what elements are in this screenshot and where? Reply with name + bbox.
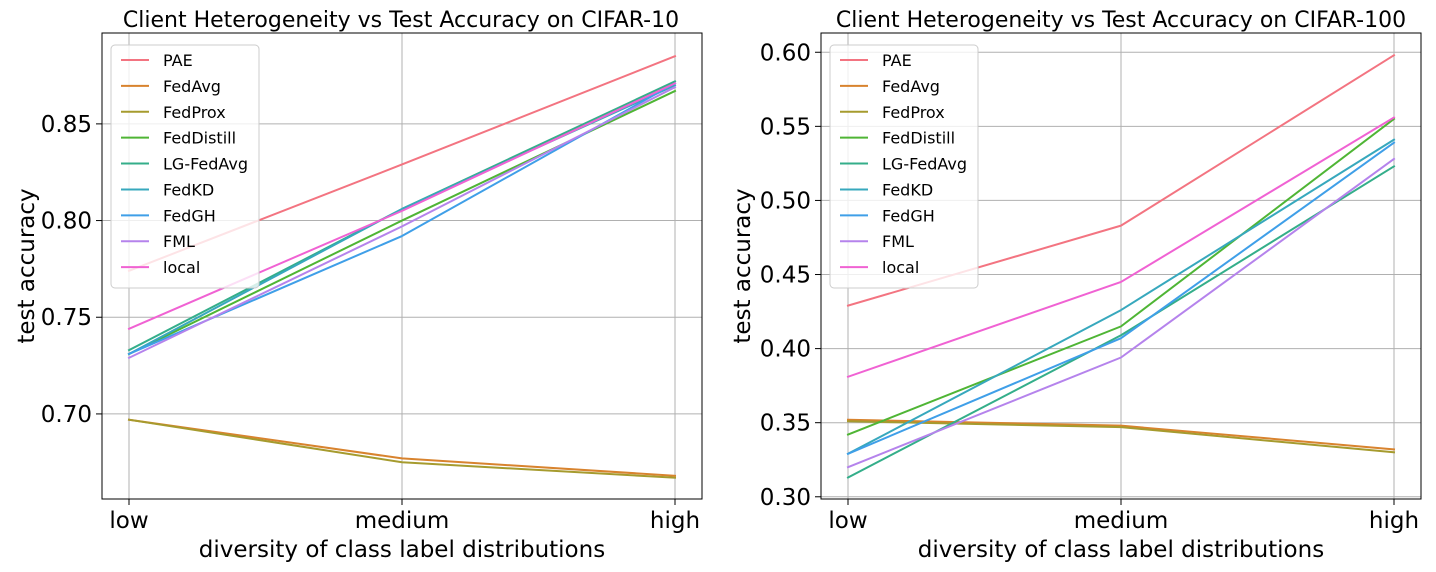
legend-box [829, 44, 979, 289]
x-tick-label: high [1369, 508, 1419, 534]
series-line-local [127, 81, 677, 331]
x-tick-label: medium [355, 508, 450, 534]
series-line-fml [127, 85, 677, 360]
y-tick-label: 0.60 [760, 40, 811, 66]
x-tick-label: medium [1074, 508, 1169, 534]
legend-label-local: local [163, 258, 200, 277]
legend-label-fedavg: FedAvg [882, 77, 940, 96]
legend-label-fml: FML [163, 232, 195, 251]
legend-label-fedprox: FedProx [163, 103, 226, 122]
y-tick-label: 0.55 [760, 114, 811, 140]
legend-label-feddistill: FedDistill [163, 129, 236, 148]
legend-box [110, 44, 260, 289]
series-line-local [846, 116, 1396, 379]
x-axis-label: diversity of class label distributions [199, 537, 605, 563]
chart-panel-1: low medium high 0.70 0.75 0.80 0.85 Client Hete… [14, 8, 703, 563]
legend-label-lg-fedavg: LG-FedAvg [882, 155, 967, 174]
x-tick-label: low [109, 508, 148, 534]
y-axis-label: test accuracy [730, 188, 756, 343]
legend-label-feddistill: FedDistill [882, 129, 955, 148]
legend-label-pae: PAE [163, 51, 193, 70]
y-tick-label: 0.85 [41, 112, 92, 138]
y-axis-label: test accuracy [14, 188, 40, 343]
series-line-fml [846, 157, 1396, 469]
legend: PAE FedAvg FedProx FedDistill LG-FedAvg FedKD… [829, 44, 979, 289]
legend-label-fml: FML [882, 232, 914, 251]
legend-label-fedprox: FedProx [882, 103, 945, 122]
legend-label-fedavg: FedAvg [163, 77, 221, 96]
legend-label-fedkd: FedKD [163, 180, 214, 199]
legend-label-pae: PAE [882, 51, 912, 70]
y-tick-label: 0.80 [41, 209, 92, 235]
y-tick-label: 0.50 [760, 188, 811, 214]
y-tick-label: 0.30 [760, 485, 811, 511]
y-tick-label: 0.45 [760, 263, 811, 289]
series-line-fedavg [846, 418, 1396, 451]
legend-label-fedgh: FedGH [882, 206, 935, 225]
series-line-feddistill [846, 117, 1396, 436]
series-line-fedgh [846, 141, 1396, 456]
y-tick-label: 0.40 [760, 337, 811, 363]
chart-title: Client Heterogeneity vs Test Accuracy on… [123, 8, 679, 33]
chart-panel-2: low medium high 0.30 0.35 0.40 0.45 0.50 0.55 0.6… [730, 8, 1422, 563]
chart-title: Client Heterogeneity vs Test Accuracy on… [836, 8, 1406, 33]
series-line-fedprox [127, 418, 677, 479]
series-line-fedkd [846, 138, 1396, 456]
y-tick-label: 0.35 [760, 411, 811, 437]
legend-label-fedkd: FedKD [882, 180, 933, 199]
legend: PAE FedAvg FedProx FedDistill LG-FedAvg FedKD… [110, 44, 260, 289]
x-tick-label: high [650, 508, 700, 534]
x-tick-label: low [828, 508, 867, 534]
y-tick-label: 0.75 [41, 305, 92, 331]
series-line-fedprox [846, 420, 1396, 454]
series-line-fedavg [127, 418, 677, 477]
x-axis-label: diversity of class label distributions [918, 537, 1324, 563]
y-tick-label: 0.70 [41, 402, 92, 428]
legend-label-lg-fedavg: LG-FedAvg [163, 155, 248, 174]
legend-label-fedgh: FedGH [163, 206, 216, 225]
legend-label-local: local [882, 258, 919, 277]
